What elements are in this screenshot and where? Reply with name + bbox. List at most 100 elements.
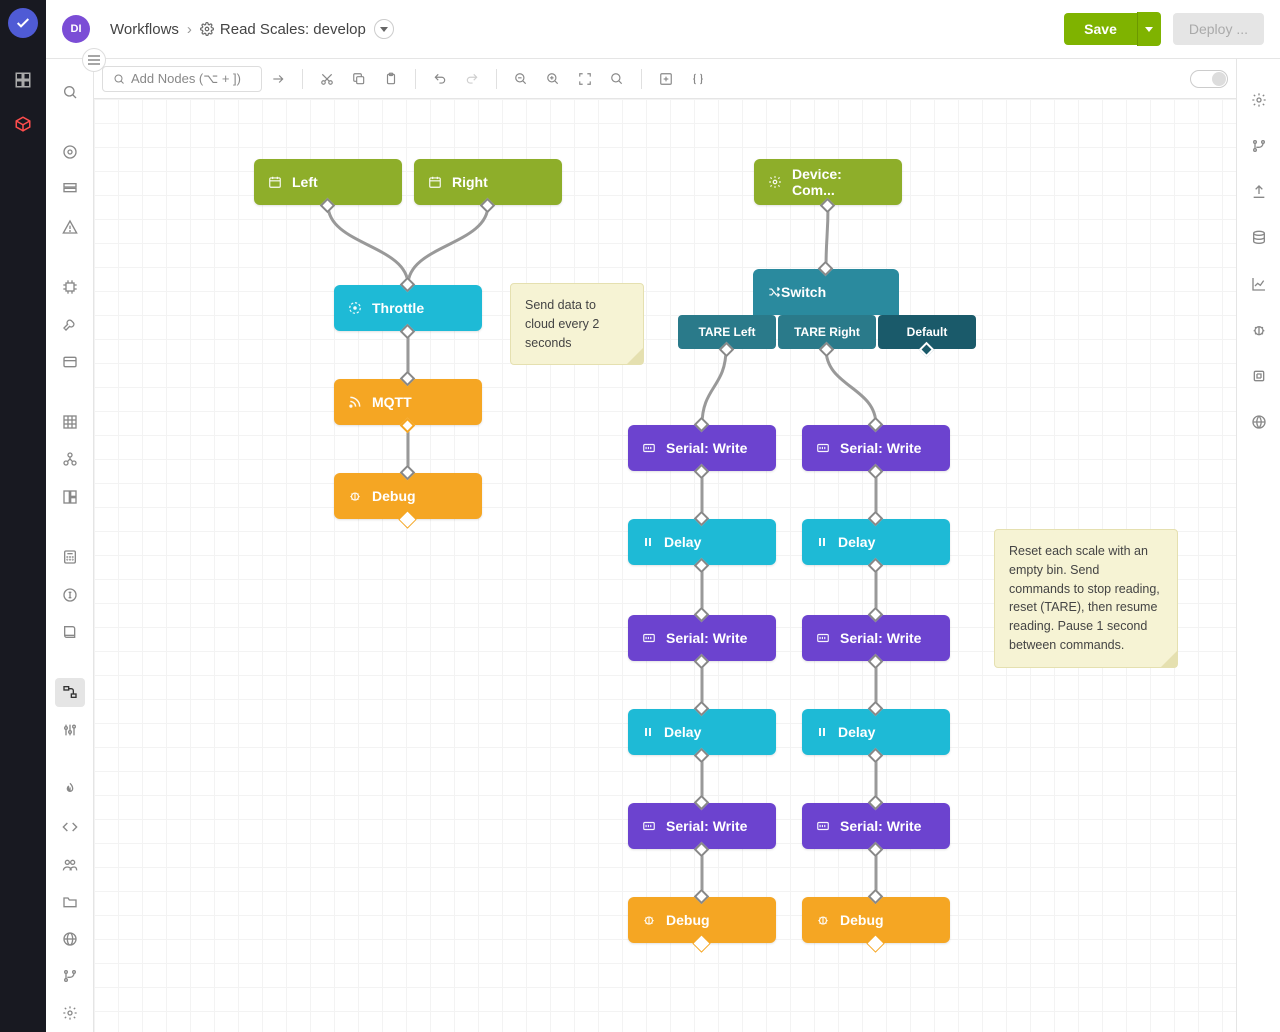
node-dbgB[interactable]: Debug	[802, 897, 950, 943]
port-out[interactable]	[694, 842, 710, 858]
add-nodes-input[interactable]: Add Nodes (⌥ + ])	[102, 66, 262, 92]
port-in[interactable]	[868, 795, 884, 811]
node-swB3[interactable]: Serial: Write	[802, 803, 950, 849]
port-out[interactable]	[868, 748, 884, 764]
node-dB2[interactable]: Delay	[802, 709, 950, 755]
node-swA1[interactable]: Serial: Write	[628, 425, 776, 471]
menu-toggle-icon[interactable]	[82, 48, 106, 72]
node-switch[interactable]: SwitchTARE LeftTARE RightDefault	[677, 269, 975, 349]
port-in[interactable]	[694, 417, 710, 433]
sticky-note[interactable]: Reset each scale with an empty bin. Send…	[994, 529, 1178, 668]
upload-icon[interactable]	[1248, 181, 1270, 203]
panel-icon[interactable]	[55, 482, 85, 511]
braces-icon[interactable]	[684, 65, 712, 93]
app-logo[interactable]	[8, 8, 38, 38]
database-icon[interactable]	[1248, 227, 1270, 249]
settings-icon[interactable]	[55, 999, 85, 1028]
port-in[interactable]	[868, 889, 884, 905]
port-in[interactable]	[868, 701, 884, 717]
port-in[interactable]	[694, 795, 710, 811]
port-in[interactable]	[868, 417, 884, 433]
zoom-reset-icon[interactable]	[603, 65, 631, 93]
port-out[interactable]	[719, 342, 735, 358]
node-swA3[interactable]: Serial: Write	[628, 803, 776, 849]
globe-icon[interactable]	[55, 924, 85, 953]
port-in[interactable]	[868, 607, 884, 623]
node-swB2[interactable]: Serial: Write	[802, 615, 950, 661]
webhook-icon[interactable]	[55, 445, 85, 474]
bug-icon[interactable]	[1248, 319, 1270, 341]
debug-toggle[interactable]	[1190, 70, 1228, 88]
sync-icon[interactable]	[1248, 365, 1270, 387]
node-dB1[interactable]: Delay	[802, 519, 950, 565]
port-out[interactable]	[868, 558, 884, 574]
port-out[interactable]	[868, 654, 884, 670]
user-avatar[interactable]: DI	[62, 15, 90, 43]
port-in[interactable]	[868, 511, 884, 527]
flow-icon[interactable]	[55, 678, 85, 707]
port-out[interactable]	[694, 936, 710, 952]
node-right[interactable]: Right	[414, 159, 562, 205]
chip-icon[interactable]	[55, 273, 85, 302]
port-out[interactable]	[819, 342, 835, 358]
copy-icon[interactable]	[345, 65, 373, 93]
node-dA1[interactable]: Delay	[628, 519, 776, 565]
port-out[interactable]	[400, 324, 416, 340]
book-icon[interactable]	[55, 617, 85, 646]
code-icon[interactable]	[55, 813, 85, 842]
port-out[interactable]	[868, 464, 884, 480]
function-icon[interactable]	[55, 580, 85, 609]
port-in[interactable]	[694, 889, 710, 905]
cut-icon[interactable]	[313, 65, 341, 93]
port-in[interactable]	[400, 277, 416, 293]
breadcrumb-dropdown-icon[interactable]	[374, 19, 394, 39]
node-throttle[interactable]: Throttle	[334, 285, 482, 331]
target-icon[interactable]	[55, 138, 85, 167]
users-icon[interactable]	[55, 850, 85, 879]
node-dbgA[interactable]: Debug	[628, 897, 776, 943]
port-in[interactable]	[400, 465, 416, 481]
sliders-icon[interactable]	[55, 715, 85, 744]
breadcrumb-title[interactable]: Read Scales: develop	[220, 21, 366, 38]
wrench-icon[interactable]	[55, 310, 85, 339]
undo-icon[interactable]	[426, 65, 454, 93]
port-in[interactable]	[400, 371, 416, 387]
nav-overview-icon[interactable]	[11, 68, 35, 92]
node-dA2[interactable]: Delay	[628, 709, 776, 755]
port-in[interactable]	[694, 701, 710, 717]
branch-icon[interactable]	[55, 962, 85, 991]
node-debug1[interactable]: Debug	[334, 473, 482, 519]
warning-icon[interactable]	[55, 212, 85, 241]
flame-icon[interactable]	[55, 776, 85, 805]
zoom-out-icon[interactable]	[507, 65, 535, 93]
node-swB1[interactable]: Serial: Write	[802, 425, 950, 471]
gear-icon[interactable]	[1248, 89, 1270, 111]
chart-icon[interactable]	[1248, 273, 1270, 295]
switch-option-1[interactable]: TARE Right	[778, 315, 876, 349]
layers-icon[interactable]	[55, 175, 85, 204]
port-in[interactable]	[694, 511, 710, 527]
port-out[interactable]	[919, 342, 935, 358]
breadcrumb-root[interactable]: Workflows	[110, 21, 179, 38]
port-out[interactable]	[868, 936, 884, 952]
grid-icon[interactable]	[55, 408, 85, 437]
folder-icon[interactable]	[55, 887, 85, 916]
search-icon[interactable]	[55, 77, 85, 106]
redo-icon[interactable]	[458, 65, 486, 93]
branch-icon[interactable]	[1248, 135, 1270, 157]
save-button[interactable]: Save	[1064, 13, 1137, 45]
port-out[interactable]	[400, 512, 416, 528]
port-out[interactable]	[320, 198, 336, 214]
port-out[interactable]	[694, 748, 710, 764]
card-icon[interactable]	[55, 347, 85, 376]
nav-workflows-icon[interactable]	[11, 112, 35, 136]
fit-icon[interactable]	[571, 65, 599, 93]
sticky-note[interactable]: Send data to cloud every 2 seconds	[510, 283, 644, 365]
port-out[interactable]	[820, 198, 836, 214]
port-out[interactable]	[694, 654, 710, 670]
zoom-in-icon[interactable]	[539, 65, 567, 93]
port-out[interactable]	[868, 842, 884, 858]
port-in[interactable]	[694, 607, 710, 623]
add-icon[interactable]	[652, 65, 680, 93]
port-out[interactable]	[400, 418, 416, 434]
